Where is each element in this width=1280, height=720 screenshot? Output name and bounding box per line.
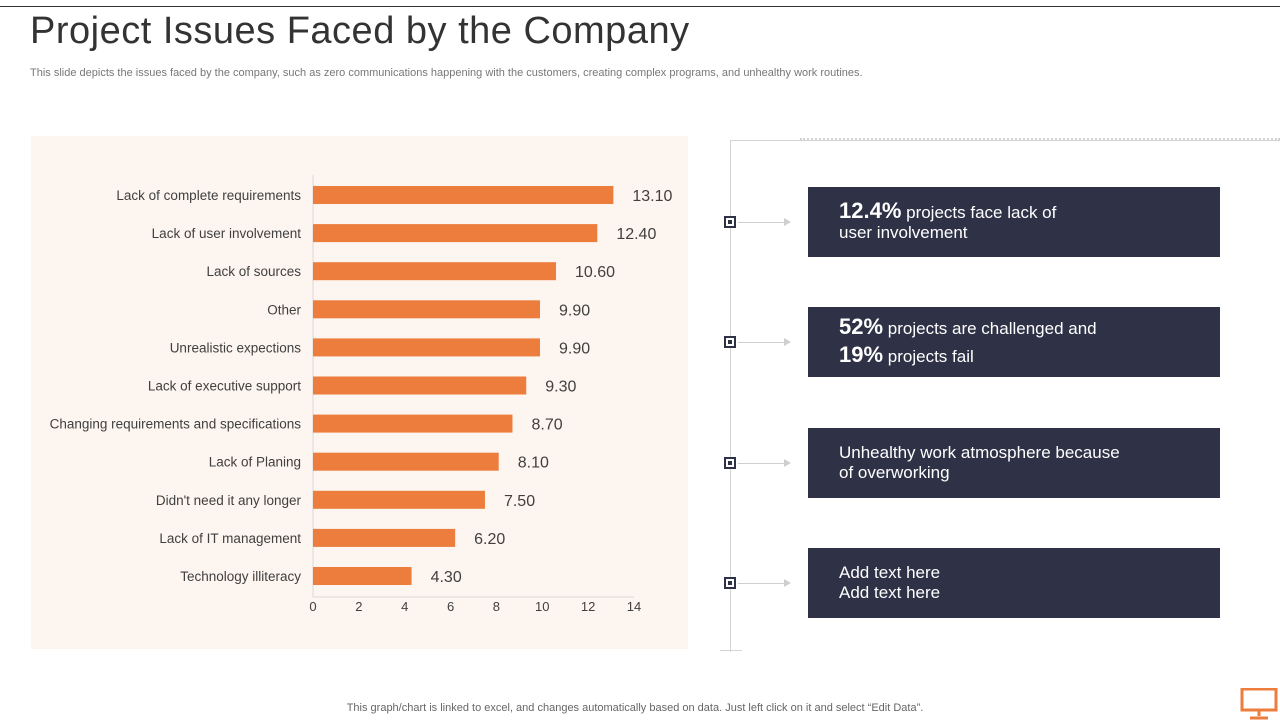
category-label: Lack of Planing	[209, 455, 301, 470]
data-label: 8.10	[518, 455, 549, 472]
callout-text[interactable]: Add text here	[839, 583, 941, 602]
bar	[313, 262, 557, 281]
callout-text: projects are challenged and	[883, 319, 1097, 338]
callout-work-atmosphere: Unhealthy work atmosphere because of ove…	[808, 428, 1220, 498]
callout-text: Unhealthy work atmosphere because	[839, 443, 1120, 462]
bar	[313, 186, 614, 204]
x-tick-label: 8	[493, 599, 500, 614]
footnote: This graph/chart is linked to excel, and…	[346, 702, 924, 714]
bar	[313, 414, 513, 433]
category-label: Lack of sources	[206, 264, 301, 279]
category-label: Lack of complete requirements	[116, 188, 301, 203]
callout-text: projects fail	[883, 347, 974, 366]
x-tick-label: 4	[401, 599, 408, 614]
arrow-right-icon	[784, 579, 791, 587]
data-label: 9.90	[559, 340, 590, 357]
callout-placeholder[interactable]: Add text here Add text here	[808, 548, 1220, 618]
bar	[313, 300, 540, 319]
arrow-right-icon	[784, 459, 791, 467]
data-label: 4.30	[431, 569, 462, 586]
callout-line: Unhealthy work atmosphere because	[839, 443, 1220, 463]
square-marker-icon	[724, 457, 736, 469]
arrow-right-icon	[784, 338, 791, 346]
callout-highlight: 19%	[839, 342, 884, 367]
callout-line: 12.4% projects face lack of	[839, 198, 1220, 223]
bar	[313, 490, 485, 509]
data-label: 10.60	[575, 264, 615, 281]
x-tick-label: 12	[581, 599, 595, 614]
connector-line	[738, 222, 788, 223]
x-tick-label: 0	[309, 599, 316, 614]
data-label: 7.50	[504, 493, 535, 510]
callout-line: user involvement	[839, 223, 1220, 243]
callout-text: projects face lack of	[901, 203, 1057, 222]
page-subtitle: This slide depicts the issues faced by t…	[30, 67, 863, 79]
chart-panel: Lack of complete requirements 13.10 Lack o…	[31, 136, 688, 649]
callout-text: user involvement	[839, 223, 968, 242]
data-label: 6.20	[474, 531, 505, 548]
callout-challenged-projects: 52% projects are challenged and 19% proj…	[808, 307, 1220, 377]
arrow-right-icon	[784, 218, 791, 226]
monitor-icon	[1240, 688, 1278, 720]
callout-line[interactable]: Add text here	[839, 583, 1220, 603]
square-marker-icon	[724, 336, 736, 348]
data-label: 12.40	[616, 226, 656, 243]
connector-line	[738, 583, 788, 584]
timeline-top-rule	[800, 138, 1280, 140]
category-label: Unrealistic expections	[170, 340, 302, 355]
timeline-top-line	[730, 140, 1280, 141]
x-tick-label: 6	[447, 599, 454, 614]
category-label: Lack of IT management	[159, 531, 301, 546]
bar	[313, 528, 456, 547]
callout-highlight: 12.4%	[839, 198, 902, 223]
category-label: Didn't need it any longer	[156, 493, 302, 508]
bar	[313, 567, 412, 585]
category-label: Technology illiteracy	[180, 569, 301, 584]
bar-chart[interactable]: Lack of complete requirements 13.10 Lack o…	[31, 136, 688, 649]
bar	[313, 452, 499, 471]
bar	[313, 376, 527, 395]
page-title: Project Issues Faced by the Company	[30, 10, 690, 52]
data-label: 9.30	[545, 379, 576, 396]
timeline-foot	[720, 650, 742, 651]
x-tick-label: 2	[355, 599, 362, 614]
callout-text: of overworking	[839, 463, 950, 482]
category-label: Other	[267, 302, 301, 317]
category-label: Lack of user involvement	[152, 226, 302, 241]
top-rule	[0, 6, 1280, 7]
timeline-line	[730, 140, 731, 652]
bar	[313, 338, 540, 357]
square-marker-icon	[724, 577, 736, 589]
callout-highlight: 52%	[839, 314, 884, 339]
x-tick-label: 10	[535, 599, 549, 614]
connector-line	[738, 342, 788, 343]
callout-line[interactable]: Add text here	[839, 563, 1220, 583]
connector-line	[738, 463, 788, 464]
square-marker-icon	[724, 216, 736, 228]
callout-user-involvement: 12.4% projects face lack of user involve…	[808, 187, 1220, 257]
callout-line: 19% projects fail	[839, 342, 1220, 370]
data-label: 8.70	[531, 417, 562, 434]
category-label: Changing requirements and specifications	[50, 417, 302, 432]
bar	[313, 224, 598, 243]
callout-line: of overworking	[839, 463, 1220, 483]
data-label: 9.90	[559, 302, 590, 319]
callout-line: 52% projects are challenged and	[839, 314, 1220, 342]
x-tick-label: 14	[627, 599, 641, 614]
data-label: 13.10	[632, 188, 672, 205]
callout-text[interactable]: Add text here	[839, 563, 941, 582]
category-label: Lack of executive support	[148, 379, 301, 394]
